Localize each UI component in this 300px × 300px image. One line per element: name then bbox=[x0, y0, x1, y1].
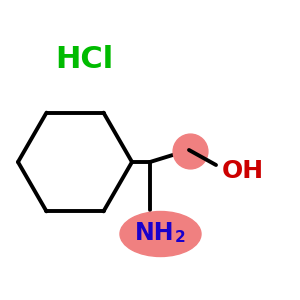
Ellipse shape bbox=[120, 212, 201, 256]
Text: 2: 2 bbox=[175, 230, 185, 245]
Circle shape bbox=[173, 134, 208, 169]
Text: NH: NH bbox=[135, 220, 174, 244]
Text: OH: OH bbox=[222, 159, 264, 183]
Text: HCl: HCl bbox=[55, 46, 113, 74]
